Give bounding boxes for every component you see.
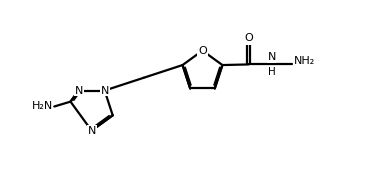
Text: N: N <box>88 126 96 136</box>
Text: NH₂: NH₂ <box>294 56 315 66</box>
Text: N: N <box>268 52 276 62</box>
Text: O: O <box>244 33 253 43</box>
Text: N: N <box>74 86 83 96</box>
Text: H: H <box>268 67 276 77</box>
Text: N: N <box>100 86 109 96</box>
Text: H₂N: H₂N <box>32 102 53 111</box>
Text: O: O <box>198 46 207 56</box>
